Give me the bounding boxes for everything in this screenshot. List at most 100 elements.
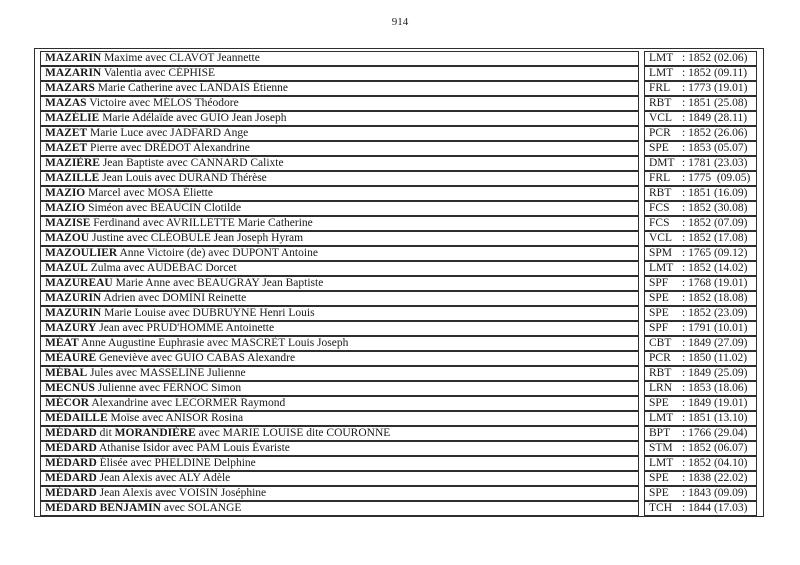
table-row: MAZARS Marie Catherine avec LANDAIS Étie… bbox=[40, 81, 757, 96]
name-text: Julienne avec FERNOC Simon bbox=[94, 382, 242, 394]
record-ref: FRL: 1773 (19.01) bbox=[644, 81, 757, 96]
table-row: MÉDARD Jean Alexis avec ALY Adèle SPE: 18… bbox=[40, 471, 757, 486]
archive-code: SPE bbox=[649, 472, 669, 484]
surname: MAZILLE bbox=[45, 172, 100, 184]
archive-code: TCH bbox=[649, 502, 672, 514]
record-ref: FCS: 1852 (07.09) bbox=[644, 216, 757, 231]
name-text: Jean avec PRUD'HOMME Antoinette bbox=[96, 322, 275, 334]
archive-code: SPE bbox=[649, 307, 669, 319]
name-text: Pierre avec DRÉDOT Alexandrine bbox=[87, 142, 250, 154]
table-row: MÉCOR Alexandrine avec LECORMER Raymond S… bbox=[40, 396, 757, 411]
name-text: Marie Louise avec DUBRUYNE Henri Louis bbox=[101, 307, 315, 319]
surname: MÉDARD bbox=[45, 472, 97, 484]
name-text: Jean Alexis avec ALY Adèle bbox=[96, 472, 231, 484]
surname: MAZIO bbox=[45, 187, 86, 199]
record-ref: SPM: 1765 (09.12) bbox=[644, 246, 757, 261]
couple-name: MÉCOR Alexandrine avec LECORMER Raymond bbox=[40, 396, 639, 411]
records-table: MAZARIN Maxime avec CLAVOT Jeannette LMT:… bbox=[35, 51, 762, 516]
archive-code: FCS bbox=[649, 217, 670, 229]
record-ref: SPE: 1838 (22.02) bbox=[644, 471, 757, 486]
name-text: Justine avec CLÉOBULE Jean Joseph Hyram bbox=[89, 232, 304, 244]
archive-code: CBT bbox=[649, 337, 672, 349]
couple-name: MAZILLE Jean Louis avec DURAND Thérèse bbox=[40, 171, 639, 186]
table-row: MÉBAL Jules avec MASSELINE Julienne RBT: … bbox=[40, 366, 757, 381]
table-row: MÉDAILLE Moïse avec ANISOR Rosina LMT: 18… bbox=[40, 411, 757, 426]
couple-name: MÉDARD Athanise Isidor avec PAM Louis Év… bbox=[40, 441, 639, 456]
table-row: MÉDARD Athanise Isidor avec PAM Louis Év… bbox=[40, 441, 757, 456]
name-text: Moïse avec ANISOR Rosina bbox=[107, 412, 244, 424]
name-text: avec SOLANGE bbox=[160, 502, 242, 514]
couple-name: MAZET Pierre avec DRÉDOT Alexandrine bbox=[40, 141, 639, 156]
record-ref: SPE: 1852 (23.09) bbox=[644, 306, 757, 321]
surname: MAZARS bbox=[45, 82, 95, 94]
archive-code: SPE bbox=[649, 397, 669, 409]
table-row: MAZIO Marcel avec MOSA Éliette RBT: 1851 … bbox=[40, 186, 757, 201]
record-ref: SPF: 1791 (10.01) bbox=[644, 321, 757, 336]
archive-code: LMT bbox=[649, 67, 674, 79]
table-row: MAZIÈRE Jean Baptiste avec CANNARD Calix… bbox=[40, 156, 757, 171]
record-ref: LMT: 1852 (09.11) bbox=[644, 66, 757, 81]
record-ref: LRN: 1853 (18.06) bbox=[644, 381, 757, 396]
table-row: MAZURY Jean avec PRUD'HOMME Antoinette SP… bbox=[40, 321, 757, 336]
record-ref: RBT: 1851 (25.08) bbox=[644, 96, 757, 111]
name-text: dit bbox=[96, 427, 115, 439]
table-row: MAZUREAU Marie Anne avec BEAUGRAY Jean B… bbox=[40, 276, 757, 291]
couple-name: MAZURIN Marie Louise avec DUBRUYNE Henri… bbox=[40, 306, 639, 321]
surname: MÉAURE bbox=[45, 352, 97, 364]
record-ref: PCR: 1850 (11.02) bbox=[644, 351, 757, 366]
archive-code: DMT bbox=[649, 157, 675, 169]
record-ref: TCH: 1844 (17.03) bbox=[644, 501, 757, 516]
record-ref: SPE: 1853 (05.07) bbox=[644, 141, 757, 156]
table-row: MÉDARD BENJAMIN avec SOLANGE TCH: 1844 (1… bbox=[40, 501, 757, 516]
name-text: Marie Luce avec JADFARD Ange bbox=[87, 127, 249, 139]
name-text: Élisée avec PHELDINE Delphine bbox=[96, 457, 256, 469]
name-text: Geneviève avec GUIO CABAS Alexandre bbox=[96, 352, 296, 364]
table-row: MAZOU Justine avec CLÉOBULE Jean Joseph … bbox=[40, 231, 757, 246]
couple-name: MECNUS Julienne avec FERNOC Simon bbox=[40, 381, 639, 396]
name-text: Athanise Isidor avec PAM Louis Évariste bbox=[96, 442, 290, 454]
surname: MÉDARD bbox=[45, 442, 97, 454]
name-text: Jean Alexis avec VOISIN Joséphine bbox=[96, 487, 267, 499]
name-text: Victoire avec MÉLOS Théodore bbox=[86, 97, 239, 109]
name-text: Marie Catherine avec LANDAIS Étienne bbox=[94, 82, 289, 94]
surname: MAZET bbox=[45, 142, 88, 154]
archive-code: BPT bbox=[649, 427, 671, 439]
name-text: Jules avec MASSELINE Julienne bbox=[87, 367, 246, 379]
name-text: Anne Victoire (de) avec DUPONT Antoine bbox=[117, 247, 318, 259]
table-row: MAZURIN Adrien avec DOMINI Reinette SPE: … bbox=[40, 291, 757, 306]
surname: MÉDAILLE bbox=[45, 412, 108, 424]
surname: MÉDARD BENJAMIN bbox=[45, 502, 161, 514]
surname: MÉDARD bbox=[45, 427, 97, 439]
name-text: Zulma avec AUDEBAC Dorcet bbox=[87, 262, 237, 274]
table-row: MÉDARD Jean Alexis avec VOISIN Joséphine… bbox=[40, 486, 757, 501]
archive-code: VCL bbox=[649, 232, 672, 244]
archive-code: SPF bbox=[649, 322, 669, 334]
record-ref: SPE: 1843 (09.09) bbox=[644, 486, 757, 501]
surname: MAZOULIER bbox=[45, 247, 118, 259]
record-ref: LMT: 1852 (04.10) bbox=[644, 456, 757, 471]
archive-code: STM bbox=[649, 442, 673, 454]
record-ref: SPE: 1849 (19.01) bbox=[644, 396, 757, 411]
couple-name: MAZOU Justine avec CLÉOBULE Jean Joseph … bbox=[40, 231, 639, 246]
table-row: MAZURIN Marie Louise avec DUBRUYNE Henri… bbox=[40, 306, 757, 321]
table-row: MÉAT Anne Augustine Euphrasie avec MASCR… bbox=[40, 336, 757, 351]
table-row: MAZET Pierre avec DRÉDOT Alexandrine SPE:… bbox=[40, 141, 757, 156]
couple-name: MAZURY Jean avec PRUD'HOMME Antoinette bbox=[40, 321, 639, 336]
archive-code: SPE bbox=[649, 142, 669, 154]
couple-name: MAZOULIER Anne Victoire (de) avec DUPONT… bbox=[40, 246, 639, 261]
record-ref: VCL: 1849 (28.11) bbox=[644, 111, 757, 126]
record-ref: VCL: 1852 (17.08) bbox=[644, 231, 757, 246]
page-number: 914 bbox=[391, 16, 409, 28]
surname: MAZÉLIE bbox=[45, 112, 100, 124]
record-ref: FCS: 1852 (30.08) bbox=[644, 201, 757, 216]
surname: MAZARIN bbox=[45, 67, 102, 79]
couple-name: MÉDAILLE Moïse avec ANISOR Rosina bbox=[40, 411, 639, 426]
archive-code: LMT bbox=[649, 412, 674, 424]
couple-name: MAZIÈRE Jean Baptiste avec CANNARD Calix… bbox=[40, 156, 639, 171]
surname: MAZURY bbox=[45, 322, 97, 334]
archive-code: VCL bbox=[649, 112, 672, 124]
name-text: avec MARIE LOUISE dite COURONNE bbox=[195, 427, 391, 439]
name-text: Alexandrine avec LECORMER Raymond bbox=[89, 397, 286, 409]
surname: MAZURIN bbox=[45, 292, 102, 304]
table-row: MÉDARD dit MORANDIÈRE avec MARIE LOUISE … bbox=[40, 426, 757, 441]
